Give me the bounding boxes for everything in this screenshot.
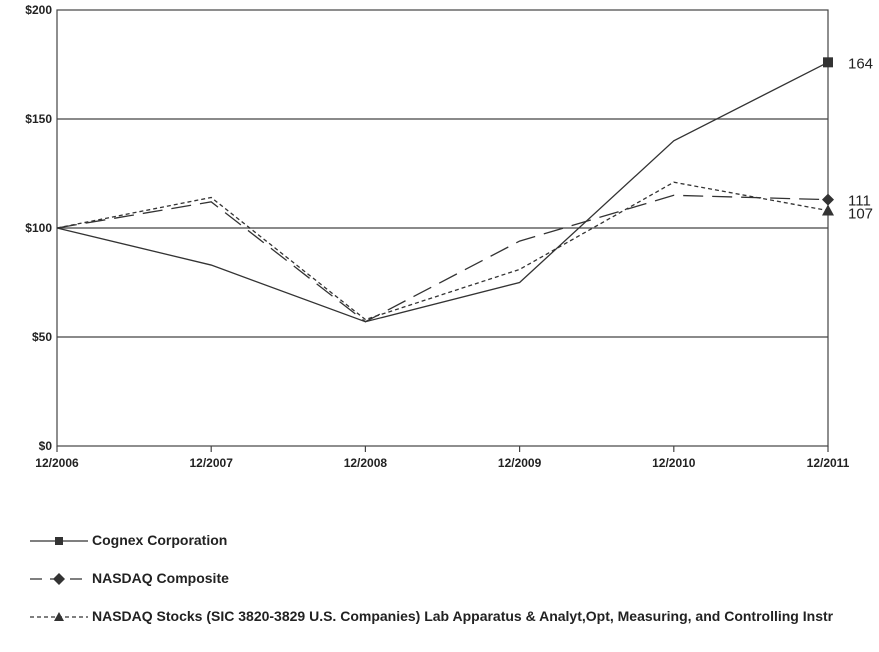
y-tick-label: $150: [25, 112, 52, 126]
legend-swatch-nasdaq-stocks: [30, 612, 88, 621]
x-tick-label: 12/2007: [190, 456, 234, 470]
y-tick-label: $200: [25, 3, 52, 17]
series-end-label: 111: [848, 193, 871, 210]
legend-label-nasdaq-stocks: NASDAQ Stocks (SIC 3820-3829 U.S. Compan…: [92, 608, 834, 624]
x-tick-label: 12/2006: [35, 456, 79, 470]
series-marker-triangle: [822, 204, 834, 216]
y-tick-label: $50: [32, 330, 52, 344]
legend: Cognex Corporation NASDAQ Composite NASD…: [30, 532, 833, 646]
x-tick-label: 12/2008: [344, 456, 388, 470]
series-end-label: 107: [848, 206, 873, 223]
legend-item-nasdaq-stocks: NASDAQ Stocks (SIC 3820-3829 U.S. Compan…: [30, 608, 833, 626]
legend-item-cognex: Cognex Corporation: [30, 532, 833, 550]
series-line-2: [56, 181, 829, 321]
legend-swatch-cognex: [30, 537, 88, 545]
y-tick-label: $0: [39, 439, 53, 453]
series-line-0: [56, 61, 829, 323]
series-marker-diamond: [822, 193, 834, 206]
x-tick-label: 12/2011: [807, 456, 850, 470]
x-tick-label: 12/2010: [652, 456, 696, 470]
y-tick-label: $100: [25, 221, 52, 235]
legend-swatch-nasdaq-composite: [30, 573, 88, 585]
legend-label-nasdaq-composite: NASDAQ Composite: [92, 570, 229, 586]
legend-item-nasdaq-composite: NASDAQ Composite: [30, 570, 833, 588]
series-end-label: 164: [848, 55, 873, 72]
series-marker-square: [823, 57, 833, 68]
line-chart: $0 $50 $100 $150 $200 12/2006 12/2007 12/2008 12…: [25, 3, 873, 470]
series-line-1: [56, 194, 829, 323]
legend-label-cognex: Cognex Corporation: [92, 532, 228, 548]
x-tick-label: 12/2009: [498, 456, 542, 470]
